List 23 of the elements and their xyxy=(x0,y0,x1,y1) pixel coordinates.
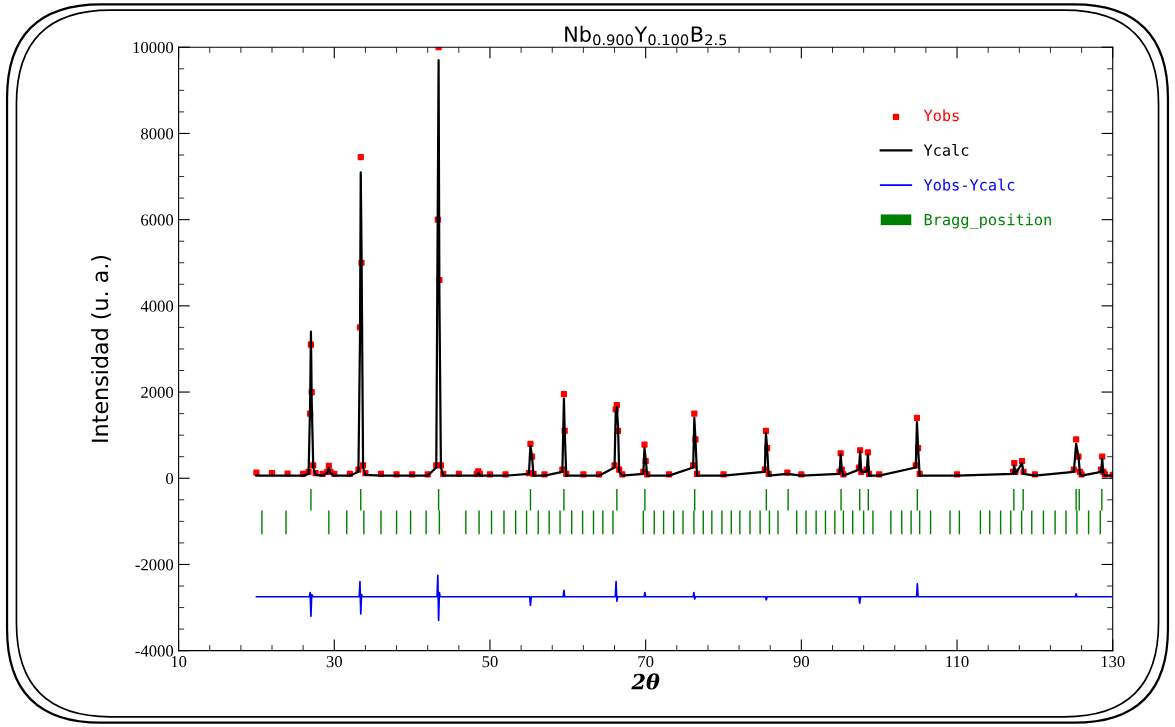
legend-label: Ycalc xyxy=(923,144,969,156)
y-tick-label: 2000 xyxy=(141,386,174,399)
legend-label: Yobs-Ycalc xyxy=(923,178,1015,191)
legend-label: Bragg_position xyxy=(924,213,1051,229)
x-axis-title: 2θ xyxy=(631,673,660,690)
x-tick-label: 30 xyxy=(326,656,342,668)
x-tick-label: 70 xyxy=(638,656,654,668)
x-tick-label: 130 xyxy=(1101,656,1125,668)
y-tick-label: -4000 xyxy=(135,645,174,657)
y-tick-label: -2000 xyxy=(135,559,174,571)
y-tick-label: 6000 xyxy=(141,214,174,226)
x-tick-label: 50 xyxy=(482,656,498,668)
y-tick-label: 10000 xyxy=(133,41,174,54)
y-axis-title: Intensidad (u. a.) xyxy=(91,255,111,442)
y-tick-label: 8000 xyxy=(141,128,174,140)
chart-title: Nb$_{0.900}$Y$_{0.100}$B$_{2.5}$ xyxy=(565,25,727,46)
x-tick-label: 10 xyxy=(171,656,187,668)
x-tick-label: 90 xyxy=(793,656,810,668)
legend-label: Yobs xyxy=(923,109,959,122)
y-tick-label: 4000 xyxy=(140,300,174,312)
y-tick-label: 0 xyxy=(166,472,174,485)
line-series xyxy=(255,574,1113,622)
x-tick-label: 110 xyxy=(946,656,969,668)
